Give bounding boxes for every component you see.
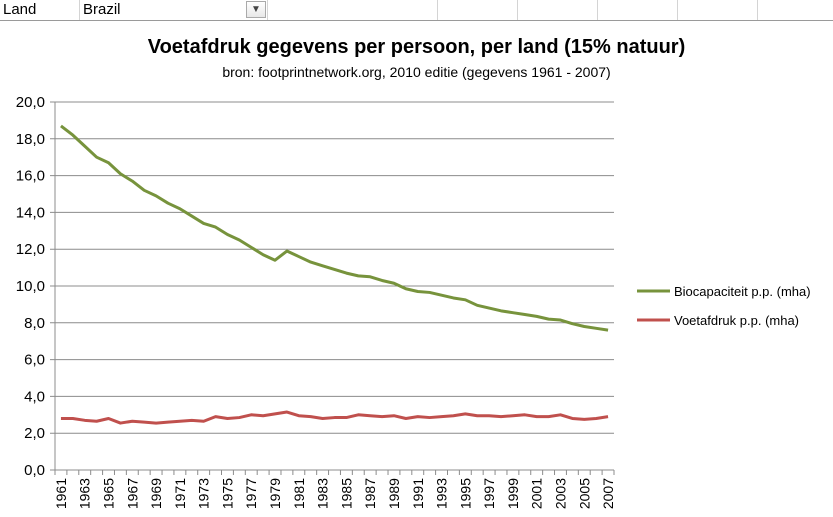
x-tick-label: 2003: [552, 478, 568, 509]
x-tick-label: 1963: [77, 478, 93, 509]
y-tick-label: 6,0: [24, 352, 45, 369]
x-tick-label: 1989: [386, 478, 402, 509]
x-tick-label: 1985: [338, 478, 354, 509]
y-tick-label: 20,0: [16, 94, 45, 111]
chart-subtitle: bron: footprintnetwork.org, 2010 editie …: [222, 64, 611, 80]
x-tick-label: 1991: [410, 478, 426, 509]
empty-cell: [518, 0, 598, 20]
x-tick-label: 1987: [362, 478, 378, 509]
x-tick-label: 1971: [172, 478, 188, 509]
x-tick-label: 1999: [505, 478, 521, 509]
x-tick-label: 1969: [148, 478, 164, 509]
y-tick-label: 14,0: [16, 204, 45, 221]
x-tick-label: 1995: [457, 478, 473, 509]
y-tick-label: 0,0: [24, 462, 45, 479]
series-line-0: [60, 124, 609, 332]
x-tick-label: 2001: [529, 478, 545, 509]
x-tick-label: 2007: [600, 478, 616, 509]
x-tick-label: 1973: [196, 478, 212, 509]
x-tick-label: 1961: [53, 478, 69, 509]
empty-cell: [438, 0, 518, 20]
chart-title: Voetafdruk gegevens per persoon, per lan…: [147, 36, 686, 58]
y-tick-label: 2,0: [24, 425, 45, 442]
x-tick-label: 1967: [124, 478, 140, 509]
x-tick-label: 1979: [267, 478, 283, 509]
x-tick-label: 1977: [243, 478, 259, 509]
legend-label: Biocapaciteit p.p. (mha): [674, 284, 811, 299]
y-tick-label: 12,0: [16, 241, 45, 258]
legend-label: Voetafdruk p.p. (mha): [674, 313, 799, 328]
y-tick-label: 18,0: [16, 131, 45, 148]
x-tick-label: 1981: [291, 478, 307, 509]
x-tick-label: 1975: [219, 478, 235, 509]
empty-cell: [598, 0, 678, 20]
x-tick-label: 1983: [315, 478, 331, 509]
empty-cell: [678, 0, 758, 20]
x-tick-label: 2005: [576, 478, 592, 509]
y-tick-label: 8,0: [24, 315, 45, 332]
filter-value[interactable]: Brazil: [80, 0, 268, 20]
y-tick-label: 10,0: [16, 278, 45, 295]
series-line-1: [60, 410, 609, 425]
empty-cell: [268, 0, 438, 20]
x-tick-label: 1997: [481, 478, 497, 509]
y-tick-label: 4,0: [24, 388, 45, 405]
filter-icon[interactable]: ▼: [246, 1, 266, 18]
x-tick-label: 1965: [101, 478, 117, 509]
y-tick-label: 16,0: [16, 168, 45, 185]
x-tick-label: 1993: [434, 478, 450, 509]
filter-label: Land: [0, 0, 80, 20]
filter-row: Land Brazil ▼: [0, 0, 833, 21]
